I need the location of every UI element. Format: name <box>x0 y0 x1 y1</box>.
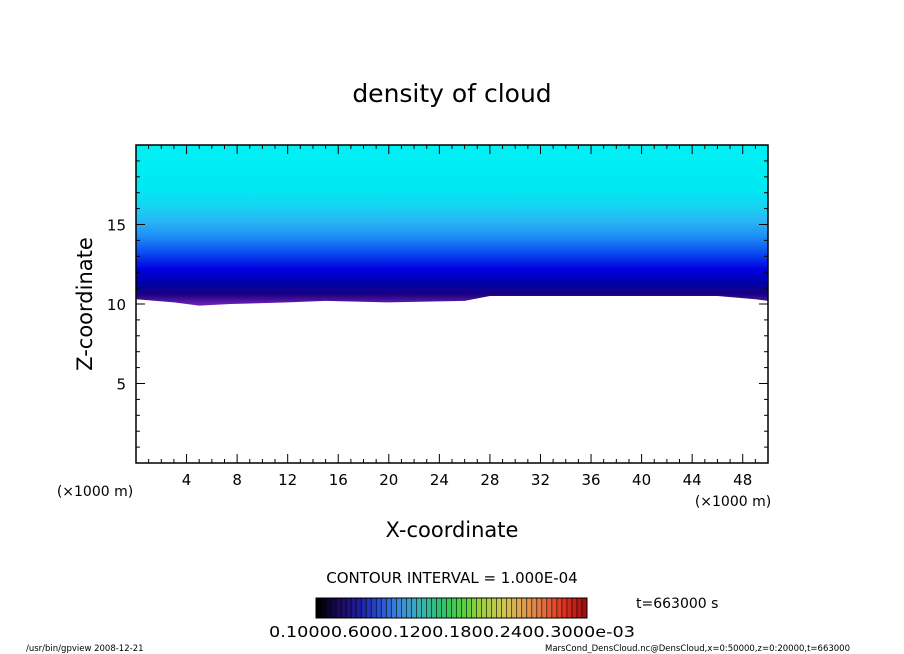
colorbar-cell <box>441 598 447 618</box>
colorbar-cell <box>406 598 412 618</box>
colorbar-cell <box>566 598 573 618</box>
colorbar-cell <box>351 598 357 618</box>
colorbar-cell <box>316 598 322 618</box>
colorbar-labels: 0.10000.6000.1200.1800.2400.3000e-03 <box>269 623 635 641</box>
colorbar-cell <box>421 598 427 618</box>
colorbar-cell <box>516 598 523 618</box>
colorbar-cell <box>446 598 452 618</box>
colorbar-cell <box>386 598 392 618</box>
x-tick-labels: 4 8 12 16 20 24 28 32 36 40 44 48 <box>182 471 752 489</box>
colorbar-cell <box>366 598 372 618</box>
colorbar-cell <box>546 598 553 618</box>
colorbar-cell <box>536 598 543 618</box>
chart-title: density of cloud <box>352 79 551 108</box>
x-tick-label: 36 <box>581 471 600 489</box>
x-tick-label: 8 <box>232 471 242 489</box>
colorbar-cell <box>561 598 568 618</box>
y-tick-label: 15 <box>107 217 126 235</box>
colorbar-cell <box>321 598 327 618</box>
colorbar-cell <box>361 598 367 618</box>
colorbar-cell <box>501 598 508 618</box>
x-tick-label: 12 <box>278 471 297 489</box>
footer-right: MarsCond_DensCloud.nc@DensCloud,x=0:5000… <box>545 644 850 654</box>
colorbar-frame <box>315 597 588 619</box>
contour-interval-label: CONTOUR INTERVAL = 1.000E-04 <box>326 569 577 587</box>
colorbar-cell <box>486 598 493 618</box>
x-tick-label: 4 <box>182 471 192 489</box>
colorbar-cell <box>411 598 417 618</box>
colorbar-cell <box>576 598 583 618</box>
x-tick-label: 24 <box>430 471 449 489</box>
colorbar-cell <box>511 598 518 618</box>
y-tick-label: 10 <box>107 296 126 314</box>
colorbar-cell <box>466 598 472 618</box>
colorbar-cell <box>436 598 442 618</box>
colorbar-cell <box>481 598 488 618</box>
x-unit-right: (×1000 m) <box>695 494 771 510</box>
x-tick-label: 16 <box>329 471 348 489</box>
y-axis-label: Z-coordinate <box>73 237 97 371</box>
colorbar-cell <box>376 598 382 618</box>
x-tick-label: 20 <box>379 471 398 489</box>
x-axis-label: X-coordinate <box>386 518 519 542</box>
cloud-area <box>136 145 768 306</box>
colorbar-cell <box>506 598 513 618</box>
y-tick-labels: 5 10 15 <box>107 217 126 394</box>
x-tick-label: 48 <box>733 471 752 489</box>
colorbar-cell <box>556 598 563 618</box>
colorbar-cell <box>531 598 538 618</box>
axis-ticks <box>136 145 768 463</box>
colorbar-cell <box>426 598 432 618</box>
colorbar-cell <box>431 598 437 618</box>
colorbar-cell <box>396 598 402 618</box>
x-tick-label: 28 <box>480 471 499 489</box>
colorbar <box>315 598 588 618</box>
footer-left: /usr/bin/gpview 2008-12-21 <box>26 644 144 654</box>
x-unit-left: (×1000 m) <box>57 484 133 500</box>
colorbar-cell <box>371 598 377 618</box>
cloud-field <box>136 145 768 306</box>
colorbar-cell <box>471 598 477 618</box>
x-tick-label: 40 <box>632 471 651 489</box>
colorbar-cell <box>521 598 528 618</box>
colorbar-cell <box>496 598 503 618</box>
colorbar-cell <box>416 598 422 618</box>
colorbar-cell <box>356 598 362 618</box>
colorbar-cell <box>461 598 467 618</box>
colorbar-cell <box>331 598 337 618</box>
colorbar-cell <box>526 598 533 618</box>
x-tick-label: 32 <box>531 471 550 489</box>
x-tick-label: 44 <box>683 471 702 489</box>
colorbar-cell <box>541 598 548 618</box>
time-label: t=663000 s <box>636 596 718 612</box>
colorbar-cell <box>341 598 347 618</box>
colorbar-cell <box>391 598 397 618</box>
colorbar-cell <box>401 598 407 618</box>
colorbar-cell <box>581 598 588 618</box>
colorbar-cell <box>491 598 498 618</box>
y-tick-label: 5 <box>116 376 126 394</box>
colorbar-cell <box>326 598 332 618</box>
colorbar-cell <box>346 598 352 618</box>
colorbar-cell <box>451 598 457 618</box>
colorbar-cell <box>336 598 342 618</box>
colorbar-cell <box>381 598 387 618</box>
colorbar-cell <box>551 598 558 618</box>
colorbar-cell <box>456 598 462 618</box>
colorbar-cell <box>571 598 578 618</box>
colorbar-cell <box>476 598 483 618</box>
